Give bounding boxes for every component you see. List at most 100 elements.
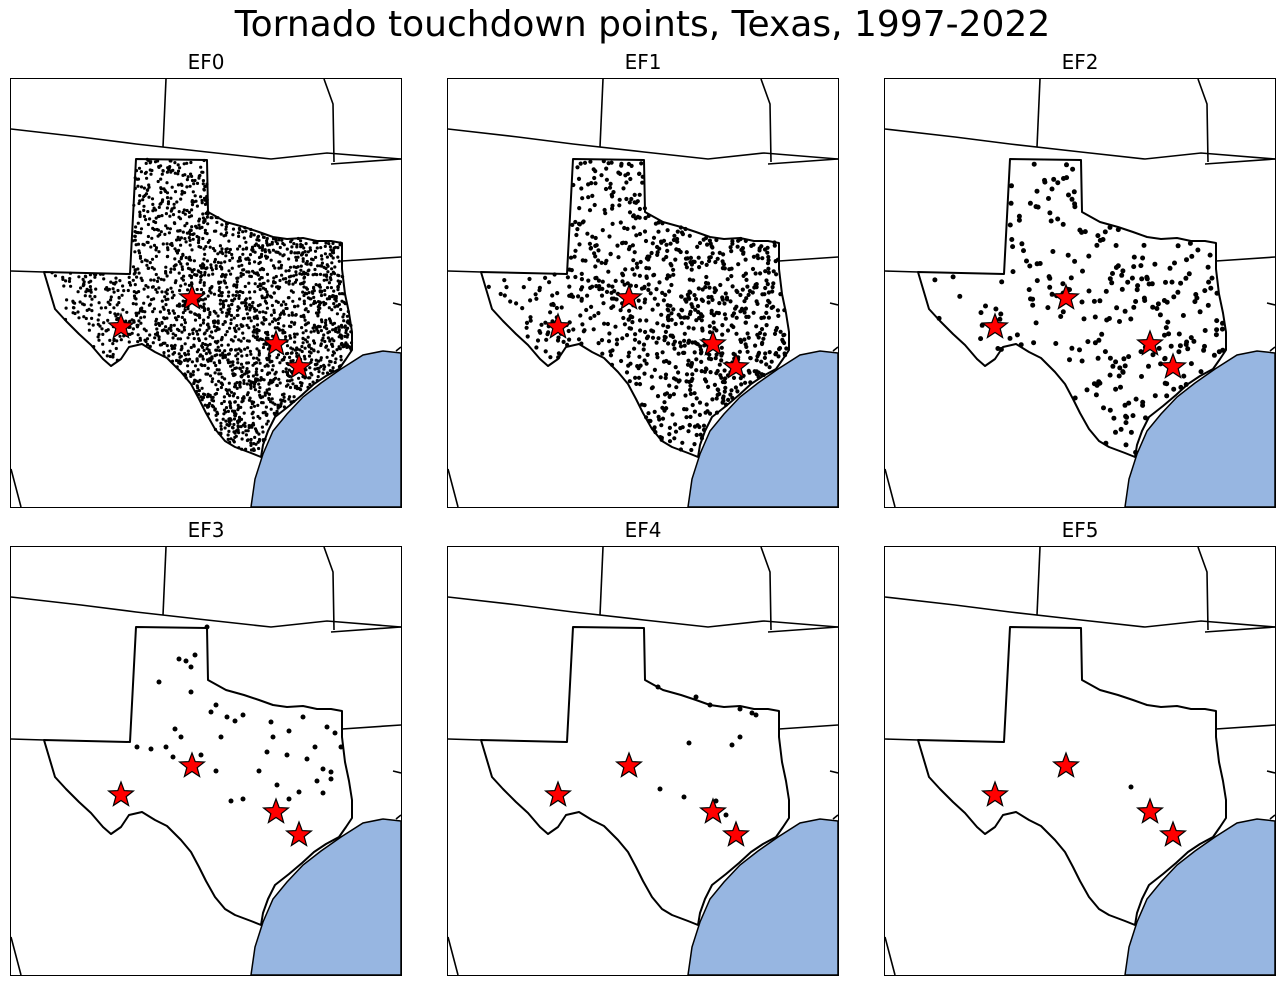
touchdown-point — [178, 217, 183, 221]
touchdown-point — [642, 285, 647, 290]
touchdown-point — [64, 306, 68, 310]
touchdown-point — [593, 181, 598, 186]
touchdown-point — [1102, 349, 1108, 355]
touchdown-point — [1064, 175, 1070, 181]
touchdown-point — [504, 285, 509, 290]
touchdown-point — [673, 321, 678, 327]
touchdown-point — [236, 403, 240, 407]
touchdown-point — [170, 241, 174, 246]
touchdown-point — [156, 159, 160, 163]
touchdown-point — [306, 385, 310, 389]
touchdown-point — [319, 364, 323, 369]
touchdown-point — [181, 210, 185, 215]
touchdown-point — [200, 225, 204, 229]
touchdown-point — [134, 302, 138, 306]
touchdown-point — [1202, 288, 1208, 294]
touchdown-point — [189, 160, 193, 165]
touchdown-point — [88, 273, 92, 277]
touchdown-point — [706, 295, 711, 300]
touchdown-point — [151, 310, 155, 314]
touchdown-point — [69, 284, 73, 288]
touchdown-point — [255, 327, 259, 331]
touchdown-point — [202, 158, 206, 163]
touchdown-point — [1220, 347, 1226, 353]
touchdown-point — [224, 225, 228, 229]
touchdown-point — [682, 331, 687, 336]
touchdown-point — [185, 185, 189, 189]
touchdown-point — [753, 282, 758, 287]
touchdown-point — [610, 284, 615, 289]
touchdown-point — [138, 256, 143, 260]
touchdown-point — [1047, 284, 1053, 290]
touchdown-point — [311, 273, 315, 277]
touchdown-point — [145, 176, 149, 180]
touchdown-point — [121, 284, 125, 288]
touchdown-point — [118, 279, 122, 283]
touchdown-point — [226, 294, 231, 298]
touchdown-point — [1126, 400, 1132, 406]
touchdown-point — [993, 306, 999, 312]
touchdown-point — [312, 348, 316, 352]
touchdown-point — [249, 227, 253, 232]
touchdown-point — [232, 326, 237, 330]
touchdown-point — [144, 161, 148, 165]
touchdown-point — [284, 269, 288, 273]
touchdown-point — [222, 303, 226, 307]
touchdown-point — [305, 259, 309, 264]
touchdown-point — [582, 328, 587, 333]
touchdown-point — [307, 344, 311, 348]
touchdown-point — [656, 229, 661, 234]
state-border — [1036, 79, 1041, 148]
touchdown-point — [498, 291, 503, 297]
touchdown-point — [89, 279, 93, 283]
touchdown-point — [763, 285, 768, 291]
touchdown-point — [148, 217, 152, 221]
touchdown-point — [190, 270, 194, 274]
touchdown-point — [1024, 258, 1029, 264]
touchdown-point — [206, 212, 210, 216]
touchdown-point — [269, 407, 273, 411]
touchdown-point — [72, 306, 76, 310]
touchdown-point — [637, 382, 643, 387]
touchdown-point — [192, 259, 196, 263]
touchdown-point — [189, 172, 193, 176]
touchdown-point — [148, 746, 154, 752]
touchdown-point — [228, 440, 232, 444]
touchdown-point — [602, 207, 607, 213]
touchdown-point — [606, 339, 612, 344]
touchdown-point — [300, 243, 304, 248]
touchdown-point — [998, 311, 1004, 317]
touchdown-point — [710, 297, 715, 302]
touchdown-point — [143, 338, 147, 342]
touchdown-point — [204, 624, 210, 630]
touchdown-point — [316, 330, 320, 335]
map-panel-ef0 — [10, 78, 402, 508]
touchdown-point — [190, 225, 194, 229]
touchdown-point — [249, 405, 253, 410]
touchdown-point — [700, 298, 705, 303]
touchdown-point — [656, 336, 661, 341]
touchdown-point — [343, 325, 347, 329]
touchdown-point — [600, 286, 605, 291]
touchdown-point — [245, 353, 249, 357]
touchdown-point — [342, 319, 346, 323]
touchdown-point — [1055, 180, 1061, 186]
touchdown-point — [244, 247, 248, 251]
touchdown-point — [310, 358, 314, 362]
touchdown-point — [671, 267, 676, 272]
touchdown-point — [252, 325, 256, 329]
touchdown-point — [1131, 304, 1137, 310]
touchdown-point — [145, 188, 149, 192]
touchdown-point — [658, 375, 663, 380]
touchdown-point — [554, 305, 559, 311]
touchdown-point — [228, 326, 232, 330]
touchdown-point — [659, 312, 664, 317]
touchdown-point — [767, 300, 772, 305]
touchdown-point — [231, 339, 235, 343]
touchdown-point — [175, 238, 179, 242]
touchdown-point — [714, 310, 719, 315]
state-border — [778, 256, 838, 262]
touchdown-point — [257, 338, 261, 342]
touchdown-point — [1177, 343, 1183, 349]
star-icon — [543, 312, 573, 339]
